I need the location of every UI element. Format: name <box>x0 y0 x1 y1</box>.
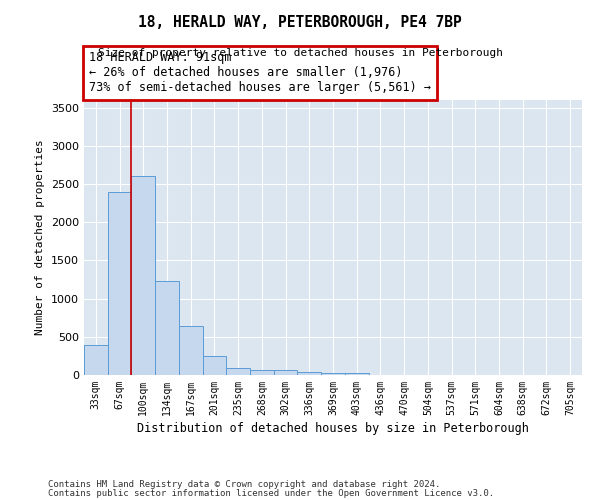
Bar <box>274 370 298 375</box>
Bar <box>203 356 226 375</box>
Text: 18 HERALD WAY: 91sqm
← 26% of detached houses are smaller (1,976)
73% of semi-de: 18 HERALD WAY: 91sqm ← 26% of detached h… <box>89 52 431 94</box>
X-axis label: Distribution of detached houses by size in Peterborough: Distribution of detached houses by size … <box>137 422 529 435</box>
Bar <box>131 176 155 375</box>
Bar <box>321 373 345 375</box>
Bar <box>108 192 131 375</box>
Text: Size of property relative to detached houses in Peterborough: Size of property relative to detached ho… <box>97 48 503 58</box>
Text: Contains HM Land Registry data © Crown copyright and database right 2024.: Contains HM Land Registry data © Crown c… <box>48 480 440 489</box>
Text: 18, HERALD WAY, PETERBOROUGH, PE4 7BP: 18, HERALD WAY, PETERBOROUGH, PE4 7BP <box>138 15 462 30</box>
Text: Contains public sector information licensed under the Open Government Licence v3: Contains public sector information licen… <box>48 488 494 498</box>
Bar <box>345 374 368 375</box>
Bar <box>298 372 321 375</box>
Bar <box>179 326 203 375</box>
Bar <box>155 281 179 375</box>
Bar <box>250 370 274 375</box>
Bar <box>226 368 250 375</box>
Bar <box>84 345 108 375</box>
Y-axis label: Number of detached properties: Number of detached properties <box>35 140 46 336</box>
